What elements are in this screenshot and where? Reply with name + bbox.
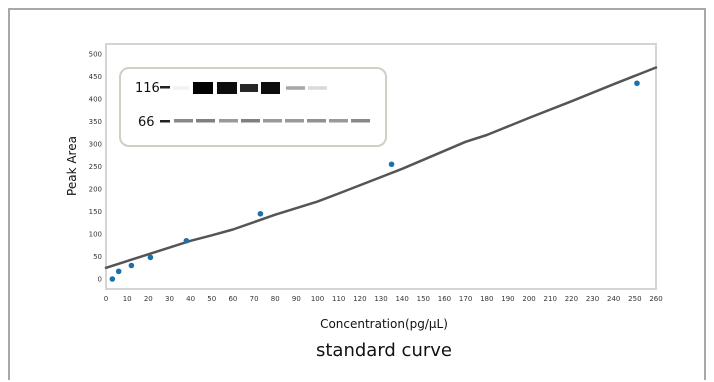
- x-tick-label: 80: [271, 295, 280, 303]
- x-tick-label: 200: [522, 295, 535, 303]
- y-tick-label: 200: [89, 186, 102, 194]
- x-tick-label: 170: [459, 295, 472, 303]
- y-tick-label: 100: [89, 231, 102, 239]
- y-tick-label: 150: [89, 208, 102, 216]
- data-point: [147, 254, 154, 261]
- data-point: [115, 268, 122, 275]
- x-tick-label: 230: [586, 295, 599, 303]
- gel-band: [263, 119, 282, 123]
- gel-band: [286, 86, 305, 90]
- marker-tick: [160, 120, 170, 123]
- y-tick-label: 250: [89, 163, 102, 171]
- x-tick-label: 160: [438, 295, 451, 303]
- x-tick-label: 120: [353, 295, 366, 303]
- x-tick-label: 110: [332, 295, 345, 303]
- x-tick-label: 220: [565, 295, 578, 303]
- x-tick-label: 190: [501, 295, 514, 303]
- data-point: [257, 210, 264, 217]
- y-tick-label: 0: [98, 276, 102, 284]
- data-point: [128, 262, 135, 269]
- x-tick-label: 0: [104, 295, 108, 303]
- x-tick-label: 90: [292, 295, 301, 303]
- gel-band: [241, 119, 260, 123]
- x-tick-label: 150: [417, 295, 430, 303]
- marker-tick: [160, 86, 170, 89]
- y-tick-label: 300: [89, 141, 102, 149]
- y-tick-label: 350: [89, 118, 102, 126]
- gel-band: [217, 82, 237, 94]
- chart-frame: 0 50 100 150 200 250 300 350 400 450 500 0 10 20 30 40 5…: [8, 8, 706, 380]
- gel-band: [174, 119, 193, 123]
- gel-band: [351, 119, 370, 123]
- gel-band: [307, 119, 326, 123]
- gel-band: [219, 119, 238, 123]
- marker-label-116: 116: [135, 81, 160, 96]
- y-tick-label: 50: [93, 253, 102, 261]
- x-tick-label: 250: [628, 295, 641, 303]
- gel-band: [329, 119, 348, 123]
- tick-group: 0 50 100 150 200 250 300 350 400 450 500 0 10 20 30 40 5…: [89, 51, 663, 304]
- y-tick-label: 500: [89, 51, 102, 59]
- x-tick-label: 40: [186, 295, 195, 303]
- gel-band: [196, 119, 215, 123]
- x-tick-label: 180: [480, 295, 493, 303]
- data-point: [388, 161, 395, 168]
- y-tick-label: 400: [89, 96, 102, 104]
- y-tick-label: 450: [89, 73, 102, 81]
- standard-curve-chart: 0 50 100 150 200 250 300 350 400 450 500 0 10 20 30 40 5…: [65, 43, 663, 361]
- gel-band: [193, 82, 213, 94]
- x-tick-label: 100: [311, 295, 324, 303]
- x-tick-label: 140: [395, 295, 408, 303]
- x-tick-label: 50: [207, 295, 216, 303]
- x-axis-label: Concentration(pg/μL): [320, 317, 448, 331]
- x-tick-label: 210: [544, 295, 557, 303]
- x-tick-label: 60: [228, 295, 237, 303]
- gel-band: [308, 86, 327, 90]
- data-point: [634, 80, 640, 87]
- gel-band: [240, 84, 258, 92]
- gel-inset: 116 66: [119, 67, 387, 147]
- inset-box: [119, 67, 387, 147]
- y-axis-label: Peak Area: [65, 136, 79, 196]
- marker-label-66: 66: [138, 115, 155, 130]
- data-point: [109, 276, 116, 282]
- x-tick-label: 130: [374, 295, 387, 303]
- x-tick-label: 260: [649, 295, 662, 303]
- x-tick-label: 10: [123, 295, 132, 303]
- data-point: [183, 237, 190, 244]
- x-tick-label: 20: [144, 295, 153, 303]
- gel-band: [173, 86, 189, 90]
- gel-band: [285, 119, 304, 123]
- x-tick-label: 70: [250, 295, 259, 303]
- trend-line-group: [104, 66, 658, 270]
- data-points-group: [109, 80, 640, 282]
- x-tick-label: 240: [607, 295, 620, 303]
- chart-subtitle: standard curve: [316, 340, 452, 361]
- x-tick-label: 30: [165, 295, 174, 303]
- trend-line: [104, 66, 658, 270]
- gel-band: [261, 82, 280, 94]
